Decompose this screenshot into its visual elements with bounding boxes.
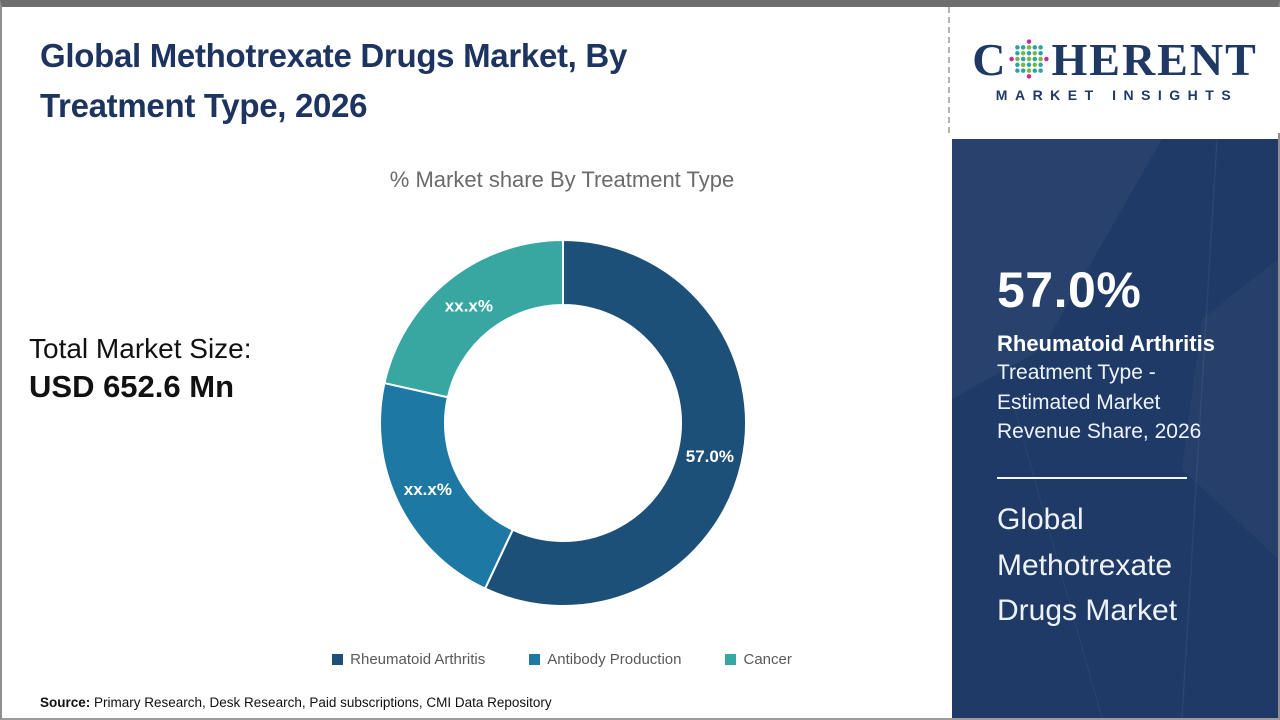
globe-dot	[1027, 50, 1032, 56]
globe-dot	[1038, 56, 1044, 62]
legend-swatch-3	[725, 654, 737, 665]
legend-label-3: Cancer	[743, 651, 792, 668]
globe-dot	[1038, 62, 1044, 68]
globe-dot	[1033, 62, 1038, 68]
sidebar-panel: 57.0% Rheumatoid Arthritis Treatment Typ…	[952, 139, 1278, 718]
globe-dot	[1015, 56, 1021, 62]
chart-subtitle: % Market share By Treatment Type	[389, 167, 735, 192]
globe-dot	[1015, 45, 1021, 50]
legend-item-1: Rheumatoid Arthritis	[332, 651, 485, 668]
globe-dot	[1027, 56, 1032, 62]
stat-title: Rheumatoid Arthritis	[997, 331, 1215, 356]
donut-segment-1	[484, 239, 747, 607]
donut-segment-label-2: xx.x%	[404, 480, 452, 499]
donut-segment-label-1: 57.0%	[686, 447, 734, 466]
legend-label-1: Rheumatoid Arthritis	[350, 651, 486, 668]
total-market-block: Total Market Size: USD 652.6 Mn	[29, 331, 252, 407]
logo-area: C HERENT MARKET INSIGHTS	[948, 7, 1280, 133]
total-market-label: Total Market Size:	[29, 333, 252, 364]
total-market-value: USD 652.6 Mn	[29, 369, 235, 404]
globe-dot	[1027, 62, 1032, 68]
chart-legend: Rheumatoid Arthritis Antibody Production C…	[177, 651, 947, 668]
globe-dot	[1027, 68, 1032, 73]
logo-word-start: C	[972, 34, 1008, 85]
globe-dot	[1038, 45, 1044, 50]
sidebar-panel-title: Global Methotrexate Drugs Market	[997, 503, 1178, 627]
sidebar-divider	[997, 477, 1187, 479]
globe-dot	[1021, 45, 1026, 50]
coherent-globe-icon	[1009, 39, 1050, 79]
globe-dot	[1009, 56, 1015, 62]
coherent-logo: C HERENT	[972, 37, 1258, 83]
globe-dot	[1033, 56, 1038, 62]
globe-dot	[1015, 62, 1021, 68]
donut-chart: 57.0% xx.x% xx.x%	[379, 239, 747, 607]
stat-value: 57.0%	[997, 262, 1142, 318]
logo-word-end: HERENT	[1051, 34, 1258, 85]
legend-item-2: Antibody Production	[529, 651, 681, 668]
legend-swatch-1	[332, 654, 344, 665]
page-title: Global Methotrexate Drugs Market, By Tre…	[40, 37, 628, 124]
legend-item-3: Cancer	[725, 651, 792, 668]
source-text: Primary Research, Desk Research, Paid su…	[90, 695, 552, 710]
stat-description: Treatment Type - Estimated Market Revenu…	[997, 361, 1202, 443]
map-texture	[952, 139, 1218, 718]
globe-dot	[1021, 68, 1026, 73]
globe-dot	[1015, 68, 1021, 73]
globe-dot	[1044, 56, 1050, 62]
legend-swatch-2	[529, 654, 541, 665]
globe-dot	[1027, 74, 1032, 79]
globe-dot	[1033, 50, 1038, 56]
globe-dot	[1021, 62, 1026, 68]
logo-subtitle: MARKET INSIGHTS	[995, 87, 1239, 103]
globe-dot	[1038, 68, 1044, 73]
globe-dot	[1021, 50, 1026, 56]
legend-label-2: Antibody Production	[547, 651, 682, 668]
globe-dot	[1021, 56, 1026, 62]
globe-dot	[1015, 50, 1021, 56]
globe-dot	[1033, 45, 1038, 50]
globe-dot	[1038, 50, 1044, 56]
globe-dot	[1027, 45, 1032, 50]
source-label: Source:	[40, 695, 91, 710]
source-note: Source: Primary Research, Desk Research,…	[40, 695, 552, 710]
donut-segment-label-3: xx.x%	[445, 297, 493, 316]
globe-dot	[1033, 68, 1038, 73]
donut-segment-3	[383, 239, 564, 399]
globe-dot	[1027, 39, 1032, 44]
